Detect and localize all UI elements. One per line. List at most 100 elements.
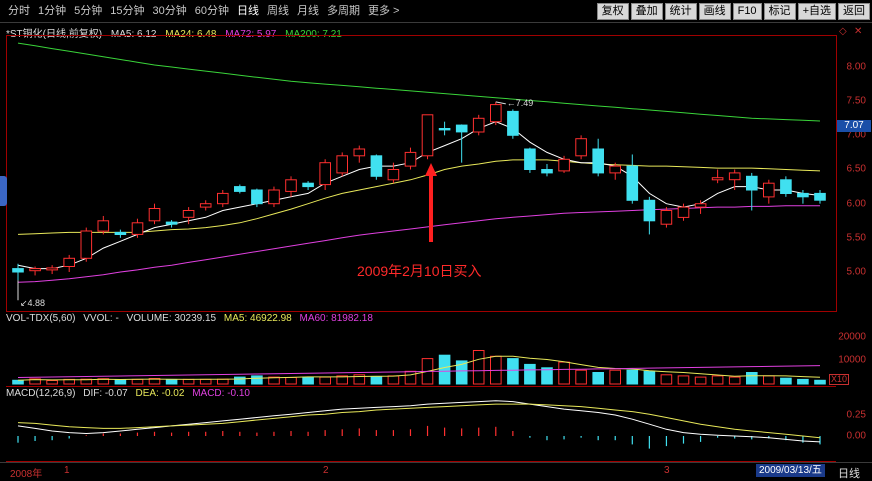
legend-ma72: MA72: 5.97	[225, 29, 277, 40]
volume-bar	[455, 360, 468, 385]
back-button[interactable]: 返回	[838, 3, 870, 20]
tab-30min[interactable]: 30分钟	[152, 5, 187, 17]
volume-bar	[217, 378, 229, 385]
candle-body	[507, 110, 519, 136]
tab-weekly[interactable]: 周线	[267, 5, 289, 17]
adjust-button[interactable]: 复权	[596, 3, 629, 20]
volume-ma60-line	[17, 365, 821, 378]
volume-bar	[199, 378, 212, 385]
panel-divider	[6, 386, 836, 387]
volume-tick: 10000	[838, 354, 866, 366]
tab-more[interactable]: 更多 >	[368, 5, 400, 17]
main-panel-legend: *ST铜化(日线,前复权) MA5: 6.12 MA24: 6.48 MA72:…	[6, 25, 348, 40]
draw-line-button[interactable]: 画线	[698, 3, 731, 20]
volume-bar	[131, 378, 144, 385]
volume-unit: X10	[829, 374, 850, 385]
candle-body	[421, 114, 434, 157]
period-label[interactable]: 日线	[838, 468, 860, 480]
volume-bar	[797, 378, 809, 385]
tab-monthly[interactable]: 月线	[297, 5, 319, 17]
stock-title: *ST铜化(日线,前复权)	[6, 29, 103, 40]
candle-body	[80, 230, 93, 259]
candle-body	[677, 206, 690, 218]
volume-bar	[97, 378, 110, 385]
candle-body	[711, 177, 724, 181]
ma24-line	[17, 159, 821, 235]
volume-bar	[29, 378, 41, 385]
tab-intraday[interactable]: 分时	[8, 5, 30, 17]
high-marker-line	[495, 101, 506, 105]
legend-ma24: MA24: 6.48	[165, 29, 217, 40]
candle-body	[472, 117, 485, 133]
candle-body	[217, 192, 229, 205]
candle-body	[780, 179, 792, 195]
candle-body	[575, 138, 587, 157]
candle-body	[694, 203, 707, 208]
volume-bar	[46, 380, 58, 385]
period-tabs: 分时 1分钟 5分钟 15分钟 30分钟 60分钟 日线 周线 月线 多周期 更…	[4, 4, 403, 18]
price-tick: 6.50	[846, 163, 866, 175]
price-tick: 5.00	[846, 266, 866, 278]
diamond-icon[interactable]: ◇	[839, 26, 847, 37]
volume-bar	[694, 376, 707, 385]
macd-dea: DEA: -0.02	[135, 388, 185, 399]
top-toolbar: 分时 1分钟 5分钟 15分钟 30分钟 60分钟 日线 周线 月线 多周期 更…	[0, 0, 872, 23]
mark-button[interactable]: 标记	[763, 3, 796, 20]
legend-ma200: MA200: 7.21	[285, 29, 342, 40]
volume-title: VOL-TDX(5,60)	[6, 313, 76, 324]
volume-bar	[251, 375, 263, 385]
panel-divider	[6, 311, 836, 312]
candle-body	[387, 169, 400, 181]
candle-body	[728, 172, 741, 181]
candle-body	[63, 257, 76, 267]
year-label: 2008年	[10, 469, 43, 480]
volume-bar	[353, 374, 366, 385]
candle-body	[438, 128, 451, 131]
candle-body	[746, 175, 758, 191]
macd-value: MACD: -0.10	[192, 388, 250, 399]
candle-body	[660, 210, 673, 225]
candle-body	[814, 192, 826, 201]
volume-bar	[643, 370, 656, 385]
f10-button[interactable]: F10	[732, 3, 762, 20]
macd-panel-legend: MACD(12,26,9) DIF: -0.07 DEA: -0.02 MACD…	[6, 388, 255, 399]
candle-body	[97, 220, 110, 232]
volume-bar	[387, 375, 400, 385]
volume-bar	[626, 369, 639, 385]
side-expand-tab[interactable]	[0, 176, 7, 206]
statistics-button[interactable]: 统计	[664, 3, 697, 20]
high-marker-label: ←7.49	[507, 98, 534, 108]
candle-body	[763, 182, 775, 198]
volume-bar	[746, 372, 758, 385]
volume-bar	[319, 376, 331, 385]
tab-60min[interactable]: 60分钟	[194, 5, 229, 17]
price-tick: 6.00	[846, 198, 866, 210]
volume-bar	[114, 379, 127, 385]
low-marker-label: ↙4.88	[20, 298, 45, 308]
tab-15min[interactable]: 15分钟	[110, 5, 145, 17]
buy-arrow-icon	[425, 163, 437, 242]
tab-5min[interactable]: 5分钟	[74, 5, 103, 17]
volume-bar	[609, 369, 622, 385]
volume-axis: 20000 10000 0.25 0.00	[836, 0, 872, 479]
price-axis: 8.00 7.50 7.00 6.50 6.00 5.50 5.00	[836, 0, 872, 311]
volume-bar	[268, 376, 280, 385]
volume-bar	[728, 376, 741, 385]
month-label: 2	[323, 465, 329, 476]
add-watchlist-button[interactable]: +自选	[797, 3, 836, 20]
volume-ma5: MA5: 46922.98	[223, 313, 292, 324]
volume-bar	[541, 367, 553, 385]
overlay-button[interactable]: 叠加	[630, 3, 663, 20]
tab-multi-period[interactable]: 多周期	[327, 5, 360, 17]
macd-dif: DIF: -0.07	[83, 388, 128, 399]
tab-1min[interactable]: 1分钟	[38, 5, 67, 17]
tab-daily[interactable]: 日线	[237, 5, 259, 17]
volume-bar	[524, 363, 536, 385]
volume-bar	[592, 372, 605, 385]
close-icon[interactable]: ✕	[854, 26, 863, 37]
volume-ma5-line	[17, 355, 821, 381]
ma200-line	[17, 42, 821, 122]
candle-body	[541, 169, 553, 174]
candle-body	[626, 165, 639, 201]
